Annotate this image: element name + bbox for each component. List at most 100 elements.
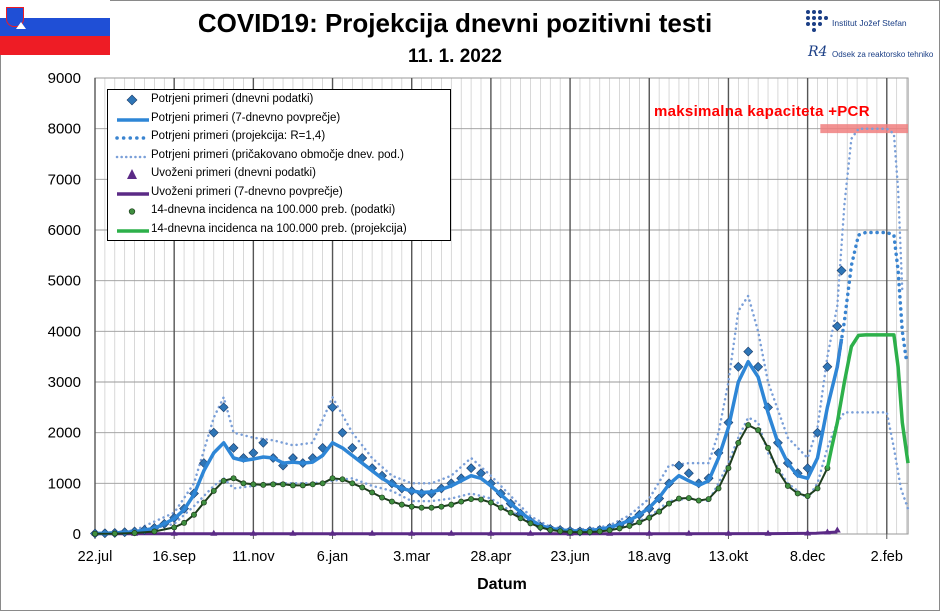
incidence-point — [735, 439, 742, 446]
x-tick-label: 2.feb — [871, 549, 903, 565]
incidence-point — [220, 477, 227, 484]
incidence-point — [497, 504, 504, 511]
y-tick-label: 0 — [73, 526, 81, 543]
y-tick-label: 3000 — [48, 374, 81, 391]
triangle-icon — [127, 169, 137, 179]
imported-point — [764, 529, 772, 536]
incidence-point — [527, 520, 534, 527]
incidence-point — [230, 475, 237, 482]
incidence-point — [626, 522, 633, 529]
imported-point — [526, 529, 534, 536]
x-tick-label: 28.apr — [470, 549, 511, 565]
incidence-point — [181, 519, 188, 526]
incidence-point — [309, 481, 316, 488]
incidence-point — [814, 485, 821, 492]
incidence-point — [567, 529, 574, 535]
daily-case-point — [228, 442, 239, 453]
incidence-projection-line — [825, 333, 910, 469]
y-tick-label: 9000 — [48, 70, 81, 87]
incidence-point — [289, 482, 296, 489]
incidence-point — [200, 499, 207, 506]
dotted-line-icon — [115, 155, 151, 158]
incidence-point — [577, 529, 583, 536]
imported-avg-line — [95, 530, 838, 536]
incidence-point — [270, 481, 277, 488]
imported-point — [447, 529, 455, 536]
imported-point — [329, 529, 337, 536]
incidence-point — [755, 427, 762, 434]
x-axis-ticks: 22.jul 16.sep 11.nov 6.jan 3.mar 28.apr 23.jun… — [78, 549, 903, 565]
imported-point — [833, 526, 841, 533]
daily-case-point — [753, 361, 764, 372]
incidence-point — [388, 498, 395, 505]
line-icon — [117, 191, 149, 196]
daily-case-point — [683, 468, 694, 479]
slovenia-flag-icon — [0, 0, 110, 55]
incidence-point — [616, 525, 623, 532]
imported-point — [804, 529, 812, 536]
incidence-point — [299, 482, 306, 489]
incidence-point — [379, 494, 385, 501]
legend-label: Potrjeni primeri (7-dnevno povprečje) — [151, 111, 341, 124]
daily-case-point — [347, 442, 358, 453]
y-tick-label: 5000 — [48, 273, 81, 290]
range-upper-line — [93, 127, 904, 535]
incidence-point — [794, 490, 801, 497]
incidence-point — [695, 497, 702, 504]
daily-case-point — [466, 463, 477, 474]
legend-item: Potrjeni primeri (projekcija: R=1,4) — [108, 128, 450, 147]
incidence-point — [92, 530, 98, 537]
incidence-point — [339, 476, 346, 483]
y-tick-label: 4000 — [48, 323, 81, 340]
incidence-point — [517, 515, 524, 522]
incidence-point — [537, 524, 544, 531]
y-tick-label: 6000 — [48, 222, 81, 239]
legend-label: Uvoženi primeri (dnevni podatki) — [151, 167, 316, 179]
incidence-point — [191, 511, 197, 518]
imported-point — [823, 528, 831, 535]
incidence-point — [784, 482, 791, 489]
imported-point — [408, 529, 416, 536]
incidence-point — [131, 530, 138, 536]
daily-case-point — [258, 437, 269, 448]
x-tick-label: 3.mar — [393, 549, 430, 565]
chart-legend: Potrjeni primeri (dnevni podatki) Potrje… — [107, 89, 451, 241]
department-name: Odsek za reaktorsko tehniko — [832, 50, 934, 59]
daily-case-point — [208, 427, 219, 438]
imported-point — [645, 529, 653, 536]
daily-case-point — [743, 346, 754, 357]
daily-case-point — [822, 361, 833, 372]
capacity-annotation: maksimalna kapaciteta +PCR — [654, 103, 870, 120]
incidence-point — [398, 501, 405, 508]
incidence-point — [349, 480, 356, 487]
circle-icon — [128, 208, 136, 215]
incidence-point — [636, 519, 643, 526]
imported-point — [685, 529, 693, 536]
incidence-point — [280, 481, 287, 488]
imported-point — [368, 529, 376, 536]
x-tick-label: 23.jun — [550, 549, 590, 565]
incidence-point — [675, 495, 682, 502]
incidence-point — [428, 504, 435, 511]
legend-item: Uvoženi primeri (dnevni podatki) — [108, 165, 450, 184]
y-tick-label: 2000 — [48, 425, 81, 442]
imported-point — [724, 529, 732, 536]
incidence-point — [725, 465, 732, 472]
legend-item: Uvoženi primeri (7-dnevno povprečje) — [108, 184, 450, 203]
incidence-point — [804, 493, 811, 499]
incidence-point — [656, 508, 663, 515]
legend-label: Potrjeni primeri (pričakovano območje dn… — [151, 148, 404, 161]
incidence-point — [319, 480, 326, 487]
legend-label: Potrjeni primeri (projekcija: R=1,4) — [151, 130, 326, 142]
incidence-point — [596, 528, 603, 535]
daily-case-point — [812, 427, 823, 438]
x-tick-label: 8.dec — [790, 549, 825, 565]
projection-line — [835, 230, 909, 369]
x-tick-label: 16.sep — [152, 549, 196, 565]
y-tick-label: 1000 — [48, 475, 81, 492]
incidence-point — [745, 422, 752, 429]
imported-point — [249, 529, 257, 536]
dotted-line-icon — [115, 136, 151, 140]
y-axis-ticks: 0 1000 2000 3000 4000 5000 6000 7000 8000 9000 — [48, 70, 81, 543]
ijs-name: Institut Jožef Stefan — [832, 18, 907, 28]
